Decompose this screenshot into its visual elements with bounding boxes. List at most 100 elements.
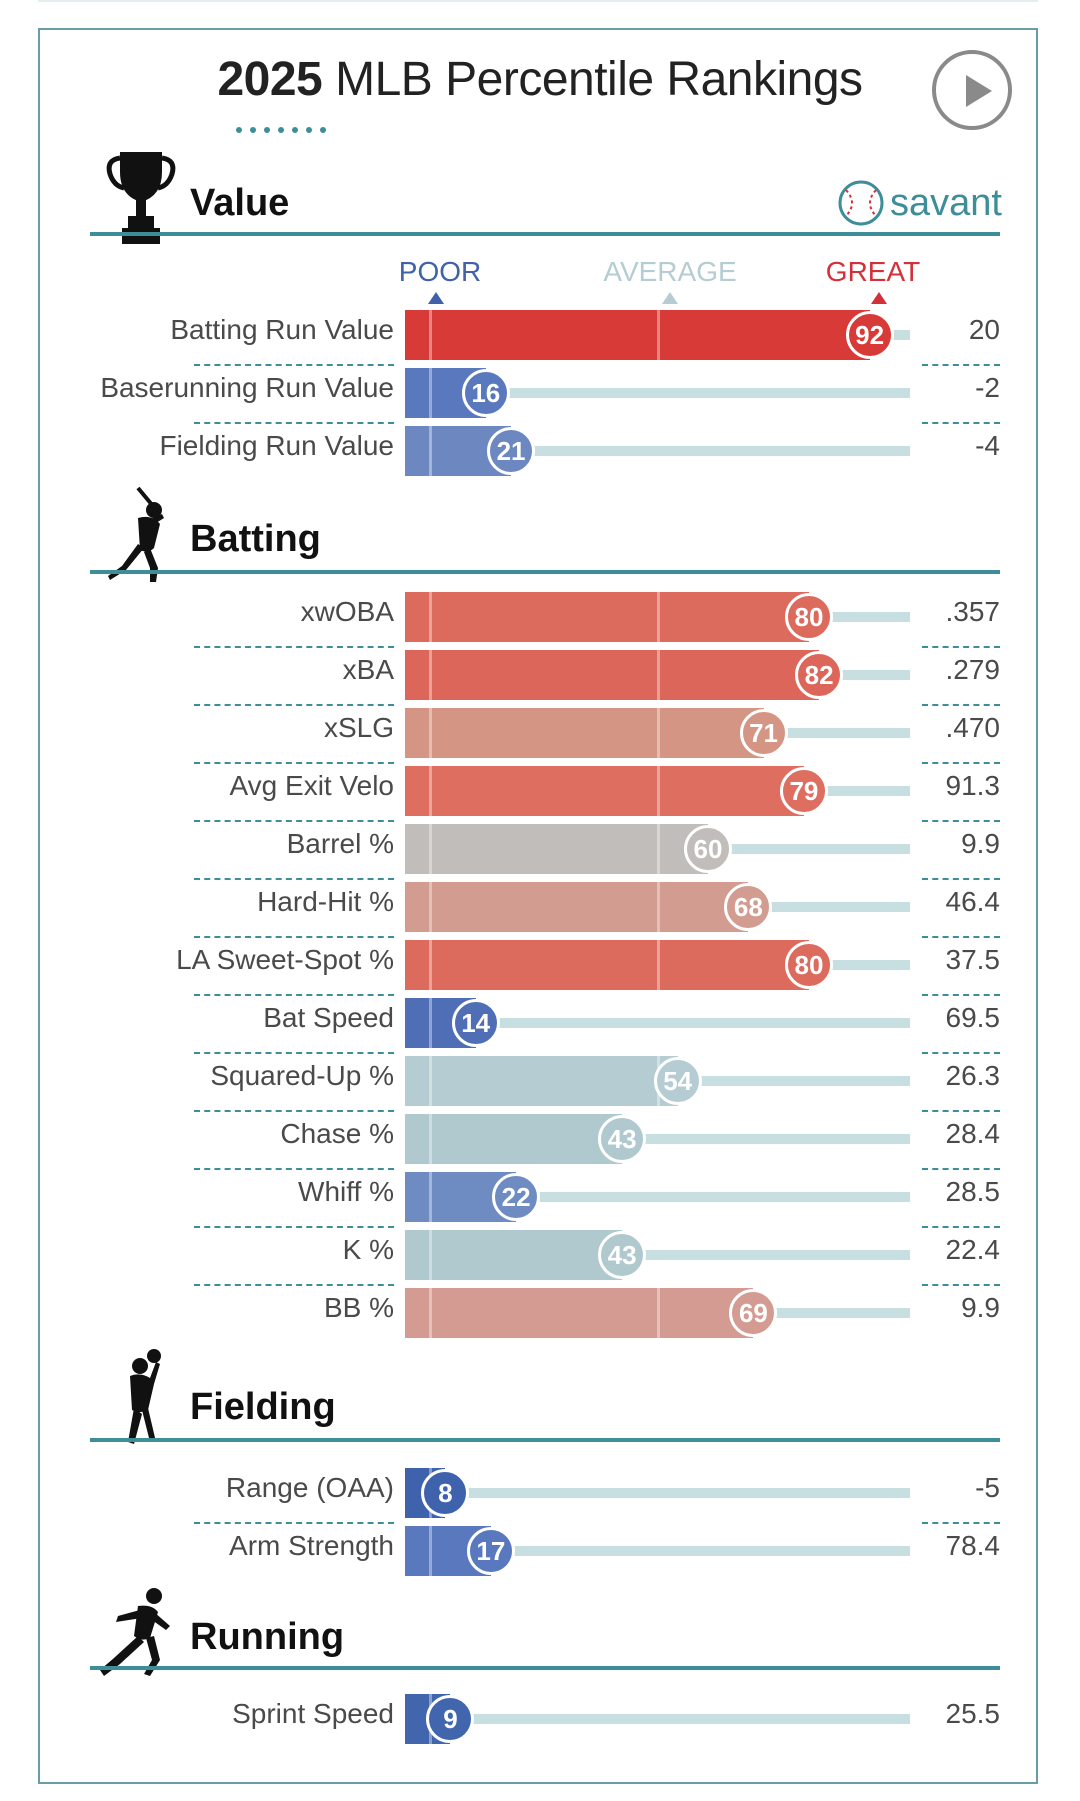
metric-value: 37.5 (945, 944, 1001, 975)
percentile-row[interactable]: Fielding Run Value 21 -4 (0, 422, 1080, 476)
percentile-bubble: 82 (795, 651, 844, 699)
row-divider (194, 762, 394, 764)
bar-track (405, 1192, 910, 1202)
row-divider (922, 1110, 1000, 1112)
bar-gridline (429, 824, 433, 874)
percentile-bubble: 54 (653, 1057, 702, 1105)
bar-gridline (429, 1172, 433, 1222)
percentile-row[interactable]: Chase % 43 28.4 (0, 1110, 1080, 1170)
percentile-row[interactable]: LA Sweet-Spot % 80 37.5 (0, 936, 1080, 996)
metric-label: Bat Speed (263, 1002, 394, 1033)
metric-value: 28.4 (945, 1118, 1001, 1149)
bar-gridline (429, 1230, 433, 1280)
section-title-batting: Batting (190, 518, 321, 560)
percentile-row[interactable]: Sprint Speed 9 25.5 (0, 1690, 1080, 1744)
row-divider (922, 1168, 1000, 1170)
percentile-row[interactable]: K % 43 22.4 (0, 1226, 1080, 1286)
percentile-bubble: 43 (598, 1115, 647, 1163)
row-divider (194, 994, 394, 996)
scale-label-great: GREAT (825, 256, 921, 287)
row-divider (194, 878, 394, 880)
bar-gridline (656, 310, 660, 360)
percentile-bubble: 71 (739, 709, 788, 757)
metric-value: .357 (945, 596, 1001, 627)
row-divider (922, 820, 1000, 822)
bar-gridline (429, 650, 433, 700)
metric-value: 69.5 (945, 1002, 1001, 1033)
metric-value: 9.9 (961, 828, 1000, 859)
section-rule-fielding (90, 1438, 1000, 1442)
percentile-row[interactable]: xBA 82 .279 (0, 646, 1080, 706)
percentile-bar (405, 940, 809, 990)
row-divider (922, 422, 1000, 424)
metric-label: xwOBA (300, 596, 394, 627)
metric-label: LA Sweet-Spot % (176, 944, 394, 975)
percentile-row[interactable]: Arm Strength 17 78.4 (0, 1522, 1080, 1576)
percentile-row[interactable]: Squared-Up % 54 26.3 (0, 1052, 1080, 1112)
percentile-row[interactable]: Baserunning Run Value 16 -2 (0, 364, 1080, 424)
row-divider (922, 646, 1000, 648)
metric-label: Barrel % (286, 828, 394, 859)
bar-track (405, 1714, 910, 1724)
bar-gridline (429, 1288, 433, 1338)
metric-value: 91.3 (945, 770, 1001, 801)
metric-value: 26.3 (945, 1060, 1001, 1091)
percentile-row[interactable]: Whiff % 22 28.5 (0, 1168, 1080, 1228)
row-divider (922, 878, 1000, 880)
metric-label: Range (OAA) (225, 1472, 394, 1503)
row-divider (922, 1226, 1000, 1228)
row-divider (194, 1110, 394, 1112)
scale-arrow-poor (428, 292, 444, 304)
percentile-row[interactable]: BB % 69 9.9 (0, 1284, 1080, 1338)
percentile-bar (405, 1230, 623, 1280)
bar-gridline (429, 1056, 433, 1106)
metric-value: .279 (945, 654, 1001, 685)
percentile-row[interactable]: Barrel % 60 9.9 (0, 820, 1080, 880)
percentile-bubble: 21 (487, 427, 536, 475)
percentile-bubble: 60 (684, 825, 732, 873)
row-divider (922, 994, 1000, 996)
percentile-row[interactable]: Avg Exit Velo 79 91.3 (0, 762, 1080, 822)
percentile-row[interactable]: xSLG 71 .470 (0, 704, 1080, 764)
section-title-value: Value (190, 182, 290, 224)
metric-label: Whiff % (298, 1176, 394, 1207)
bar-gridline (656, 940, 660, 990)
row-divider (194, 1052, 394, 1054)
bar-gridline (429, 766, 433, 816)
metric-label: Avg Exit Velo (229, 770, 394, 801)
bar-gridline (429, 426, 433, 476)
play-button[interactable] (932, 50, 1012, 130)
bar-track (405, 1134, 910, 1144)
percentile-row[interactable]: xwOBA 80 .357 (0, 588, 1080, 648)
row-divider (194, 646, 394, 648)
row-divider (194, 820, 394, 822)
bar-gridline (429, 310, 433, 360)
percentile-bar (405, 708, 764, 758)
percentile-row[interactable]: Range (OAA) 8 -5 (0, 1464, 1080, 1524)
percentile-row[interactable]: Bat Speed 14 69.5 (0, 994, 1080, 1054)
metric-value: 28.5 (945, 1176, 1001, 1207)
percentile-row[interactable]: Hard-Hit % 68 46.4 (0, 878, 1080, 938)
scale-label-poor: POOR (398, 256, 482, 287)
batter-icon (108, 486, 164, 582)
bar-gridline (429, 1114, 433, 1164)
percentile-bar (405, 650, 820, 700)
percentile-bar (405, 882, 749, 932)
row-divider (922, 936, 1000, 938)
metric-label: Sprint Speed (232, 1698, 394, 1729)
percentile-bubble: 80 (785, 941, 833, 989)
top-rule (38, 0, 1038, 2)
percentile-bubble: 79 (779, 767, 828, 815)
row-divider (922, 762, 1000, 764)
bar-gridline (429, 882, 433, 932)
percentile-row[interactable]: Batting Run Value 92 20 (0, 306, 1080, 366)
title-rest: MLB Percentile Rankings (322, 53, 863, 106)
bar-gridline (429, 940, 433, 990)
bar-gridline (429, 592, 433, 642)
metric-label: BB % (323, 1292, 394, 1323)
bar-gridline (656, 1288, 660, 1338)
metric-label: Batting Run Value (170, 314, 394, 345)
scale-arrow-great (871, 292, 887, 304)
metric-label: Squared-Up % (210, 1060, 394, 1091)
bar-gridline (656, 824, 660, 874)
